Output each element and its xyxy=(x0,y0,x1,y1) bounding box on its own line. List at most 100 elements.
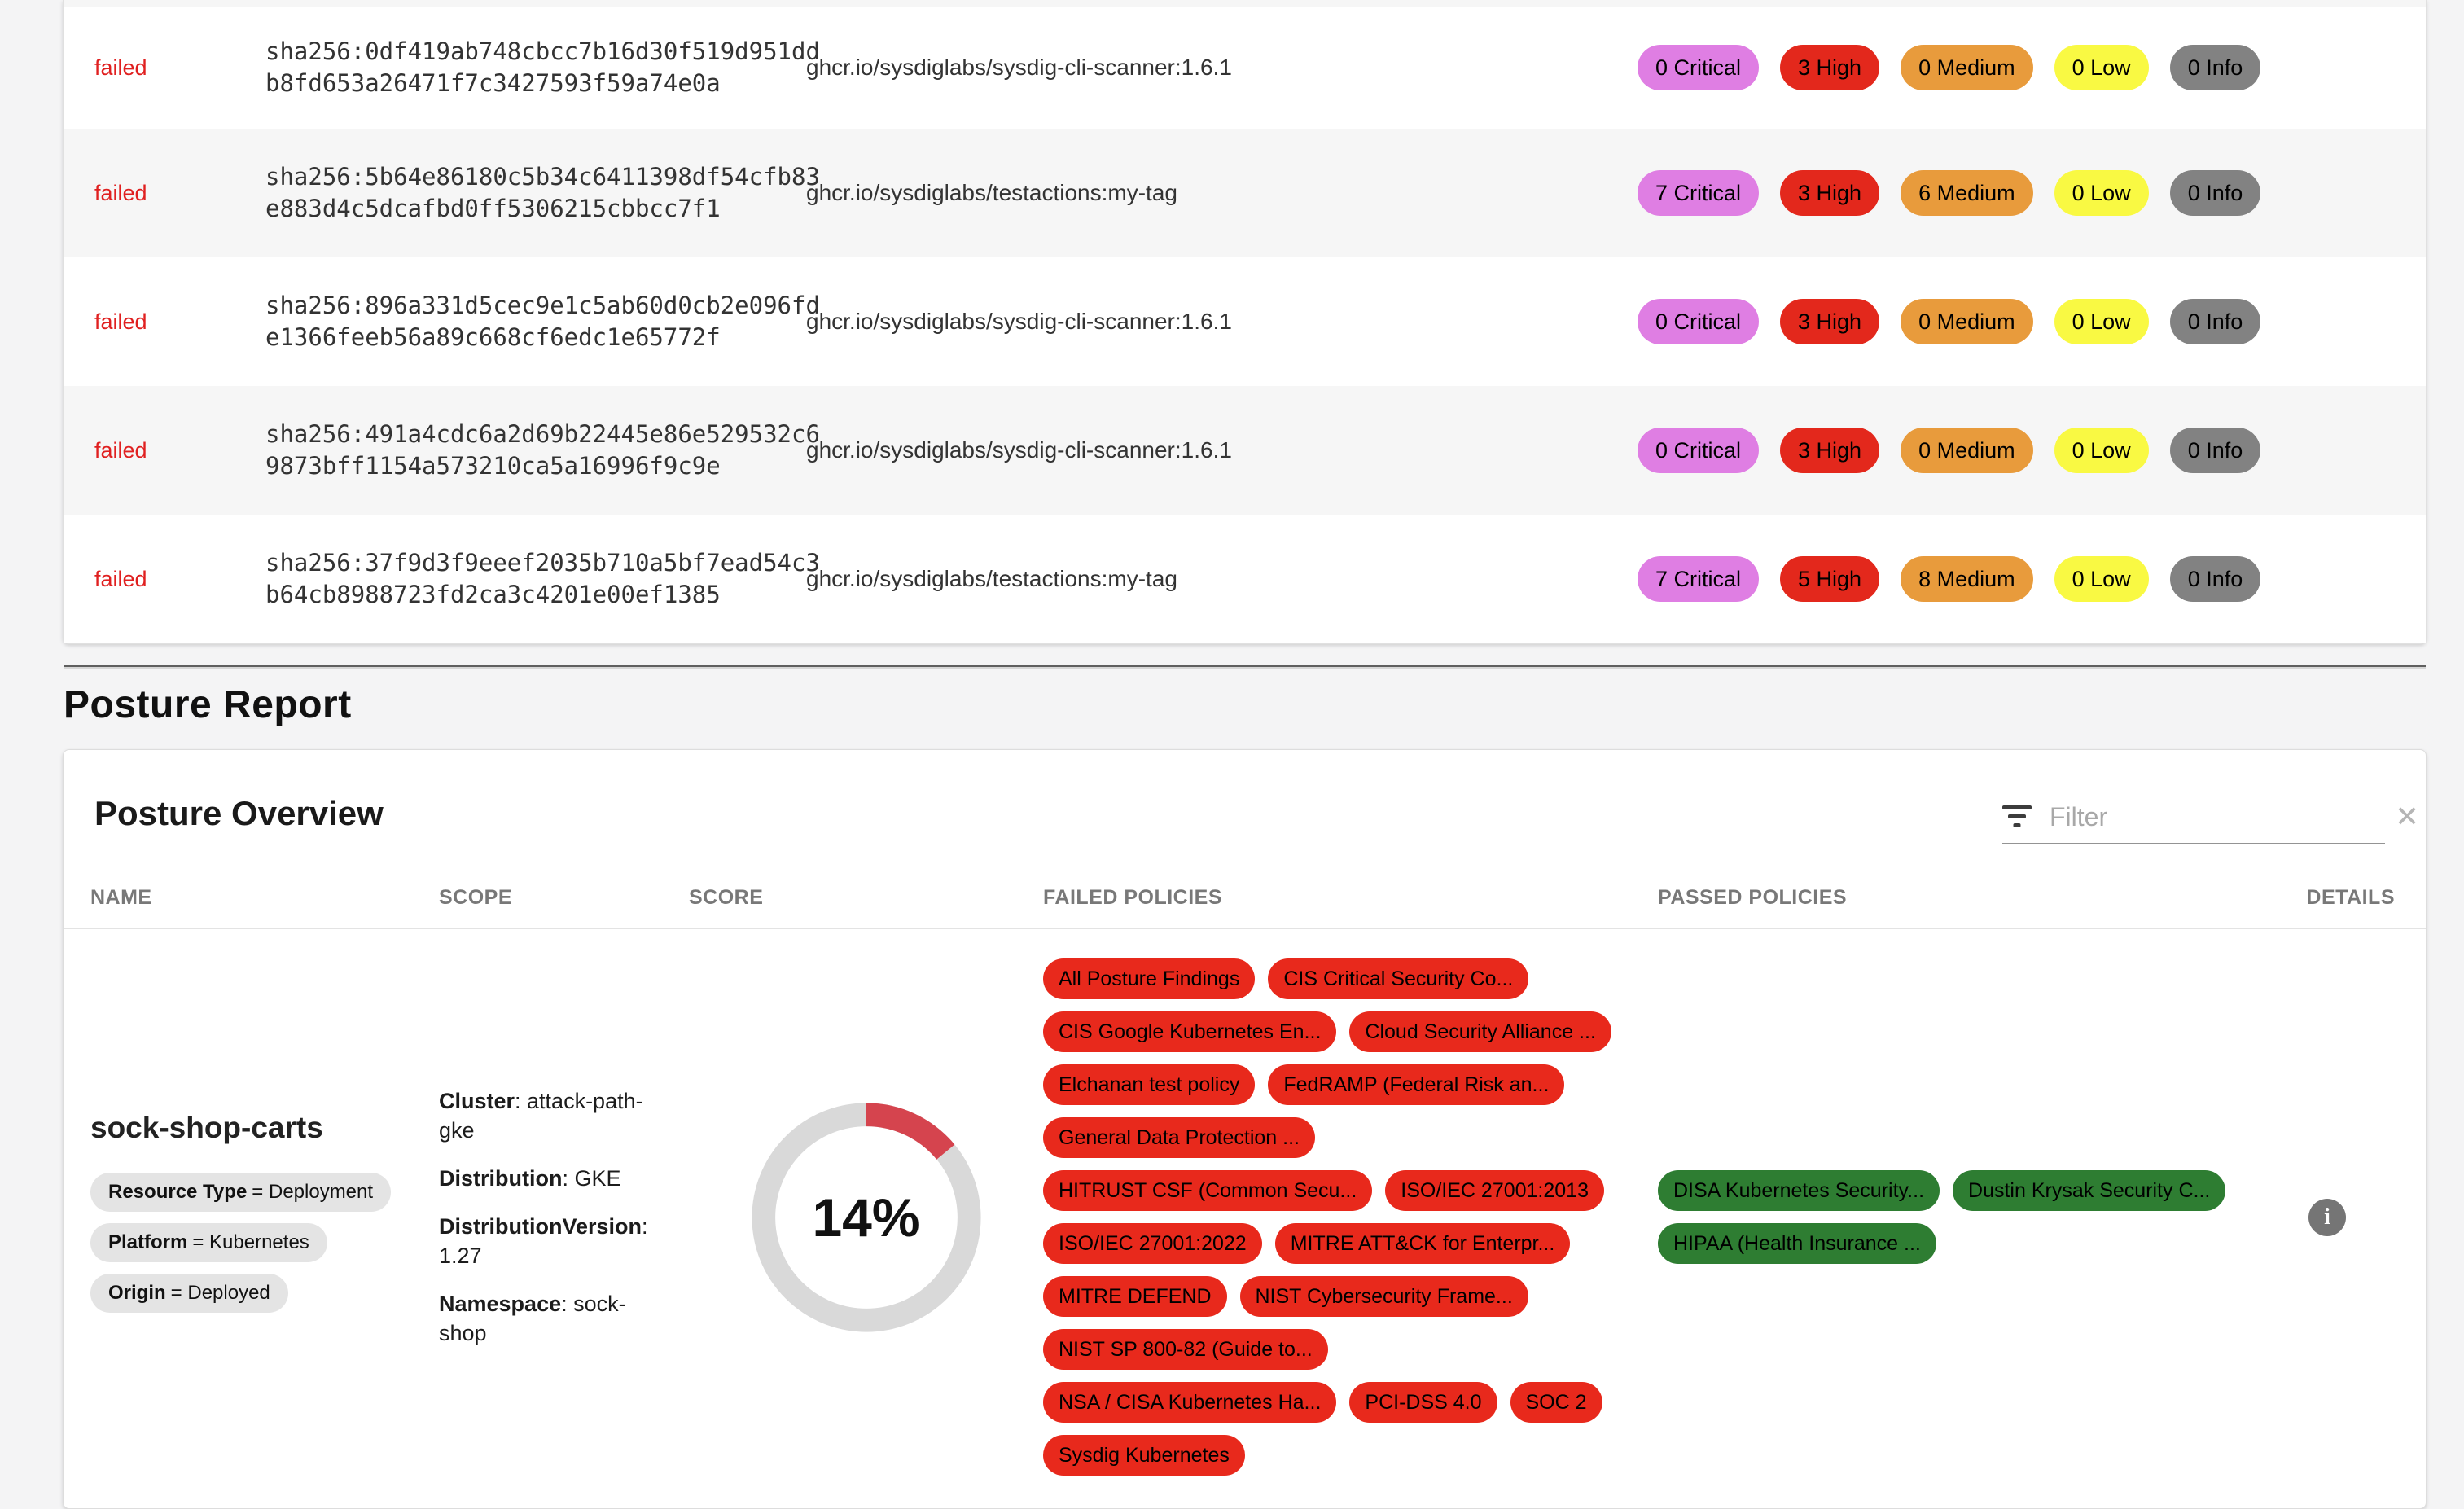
scope-entry: DistributionVersion: 1.27 xyxy=(439,1214,648,1268)
filter-field[interactable]: ✕ xyxy=(2002,791,2419,844)
passed-policy-chip: Dustin Krysak Security C... xyxy=(1953,1170,2226,1211)
scan-results-table: failed sha256:0df419ab748cbcc7b16d30f519d… xyxy=(63,0,2427,644)
scan-row-partial xyxy=(64,0,2426,7)
failed-policy-chip: NIST SP 800-82 (Guide to... xyxy=(1043,1329,1328,1370)
scan-result-row: failed sha256:896a331d5cec9e1c5ab60d0cb2e… xyxy=(64,257,2426,386)
column-header-score: SCORE xyxy=(689,885,764,909)
filter-funnel-icon xyxy=(2002,804,2032,830)
severity-badge-critical: 0 Critical xyxy=(1638,428,1760,473)
severity-badge-low: 0 Low xyxy=(2054,556,2149,602)
severity-badge-critical: 0 Critical xyxy=(1638,299,1760,344)
scan-result-row: failed sha256:5b64e86180c5b34c6411398df54… xyxy=(64,129,2426,257)
failed-policy-chip: MITRE ATT&CK for Enterpr... xyxy=(1274,1223,1571,1264)
scope-entry: Namespace: sock-shop xyxy=(439,1292,626,1345)
severity-badge-high: 3 High xyxy=(1780,299,1880,344)
severity-badges: 0 Critical 3 High 0 Medium 0 Low 0 Info xyxy=(1638,428,2426,473)
severity-badge-low: 0 Low xyxy=(2054,170,2149,216)
image-digest: sha256:37f9d3f9eeef2035b710a5bf7ead54c3 … xyxy=(265,549,820,608)
severity-badge-critical: 7 Critical xyxy=(1638,556,1760,602)
scan-status-text: failed xyxy=(94,437,147,463)
score-donut-svg xyxy=(751,1102,981,1332)
scope-entry: Distribution: GKE xyxy=(439,1166,621,1191)
posture-report-heading: Posture Report xyxy=(64,683,352,726)
severity-badge-critical: 0 Critical xyxy=(1638,45,1760,90)
severity-badges: 0 Critical 3 High 0 Medium 0 Low 0 Info xyxy=(1638,45,2426,90)
name-label-chip-row: Platform = Kubernetes xyxy=(90,1222,439,1274)
failed-policy-chip: HITRUST CSF (Common Secu... xyxy=(1043,1170,1373,1211)
failed-policy-chip: Elchanan test policy xyxy=(1043,1064,1256,1105)
score-donut-chart: 14% xyxy=(742,1093,991,1342)
scope-entry: Cluster: attack-path-gke xyxy=(439,1089,643,1143)
severity-badges: 0 Critical 3 High 0 Medium 0 Low 0 Info xyxy=(1638,299,2426,344)
severity-badges: 7 Critical 5 High 8 Medium 0 Low 0 Info xyxy=(1638,556,2426,602)
image-name: ghcr.io/sysdiglabs/testactions:my-tag xyxy=(806,566,1177,591)
scan-status-text: failed xyxy=(94,55,147,80)
image-name: ghcr.io/sysdiglabs/sysdig-cli-scanner:1.… xyxy=(806,437,1232,463)
failed-policy-chip: CIS Critical Security Co... xyxy=(1268,958,1529,999)
failed-policy-chip: SOC 2 xyxy=(1510,1382,1602,1423)
name-label-chip-row: Origin = Deployed xyxy=(90,1273,439,1324)
filter-input[interactable] xyxy=(2050,801,2392,832)
score-percent-label: 14% xyxy=(812,1187,920,1248)
failed-policy-chip: General Data Protection ... xyxy=(1043,1117,1315,1158)
failed-policy-chip: NSA / CISA Kubernetes Ha... xyxy=(1043,1382,1337,1423)
posture-table-header: NAME SCOPE SCORE FAILED POLICIES PASSED … xyxy=(64,866,2426,929)
column-header-failed: FAILED POLICIES xyxy=(1043,885,1223,909)
details-cell: i xyxy=(2301,1198,2395,1236)
failed-policy-chip: Sysdig Kubernetes xyxy=(1043,1435,1245,1476)
severity-badge-info: 0 Info xyxy=(2169,45,2261,90)
image-name: ghcr.io/sysdiglabs/sysdig-cli-scanner:1.… xyxy=(806,309,1232,334)
failed-policy-chip: CIS Google Kubernetes En... xyxy=(1043,1011,1337,1052)
severity-badge-medium: 0 Medium xyxy=(1901,428,2033,473)
scan-status-text: failed xyxy=(94,566,147,591)
severity-badge-low: 0 Low xyxy=(2054,45,2149,90)
severity-badge-high: 3 High xyxy=(1780,45,1880,90)
column-header-passed: PASSED POLICIES xyxy=(1658,885,1848,909)
resource-label-chip: Resource Type = Deployment xyxy=(90,1172,392,1212)
resource-label-chip: Origin = Deployed xyxy=(90,1273,288,1313)
failed-policy-chip: NIST Cybersecurity Frame... xyxy=(1239,1276,1528,1317)
severity-badge-medium: 6 Medium xyxy=(1901,170,2033,216)
failed-policy-chip: ISO/IEC 27001:2022 xyxy=(1043,1223,1262,1264)
resource-name: sock-shop-carts xyxy=(90,1110,323,1144)
failed-policies-cell: All Posture Findings CIS Critical Securit… xyxy=(1043,958,1658,1476)
failed-policy-chip: FedRAMP (Federal Risk an... xyxy=(1268,1064,1565,1105)
severity-badge-high: 5 High xyxy=(1780,556,1880,602)
name-cell: sock-shop-carts Resource Type = Deploymen… xyxy=(90,1111,439,1324)
details-info-icon[interactable]: i xyxy=(2308,1198,2346,1236)
posture-overview-heading: Posture Overview xyxy=(94,794,384,832)
scan-result-row: failed sha256:0df419ab748cbcc7b16d30f519d… xyxy=(64,7,2426,129)
severity-badge-medium: 0 Medium xyxy=(1901,45,2033,90)
scan-status-text: failed xyxy=(94,309,147,334)
image-digest: sha256:5b64e86180c5b34c6411398df54cfb83 … xyxy=(265,163,820,222)
severity-badge-high: 3 High xyxy=(1780,170,1880,216)
severity-badges: 7 Critical 3 High 6 Medium 0 Low 0 Info xyxy=(1638,170,2426,216)
passed-policy-chip: HIPAA (Health Insurance ... xyxy=(1658,1223,1936,1264)
severity-badge-info: 0 Info xyxy=(2169,556,2261,602)
posture-overview-card: Posture Overview ✕ NAME SCOPE SCORE FAIL… xyxy=(63,749,2427,1509)
image-digest: sha256:896a331d5cec9e1c5ab60d0cb2e096fd … xyxy=(265,292,820,351)
column-header-details: DETAILS xyxy=(2306,885,2395,909)
posture-card-header: Posture Overview ✕ xyxy=(64,750,2426,866)
scan-result-row: failed sha256:491a4cdc6a2d69b22445e86e529… xyxy=(64,386,2426,515)
filter-clear-icon[interactable]: ✕ xyxy=(2392,802,2422,831)
severity-badge-high: 3 High xyxy=(1780,428,1880,473)
failed-policy-chip: Cloud Security Alliance ... xyxy=(1349,1011,1611,1052)
image-name: ghcr.io/sysdiglabs/sysdig-cli-scanner:1.… xyxy=(806,55,1232,80)
severity-badge-critical: 7 Critical xyxy=(1638,170,1760,216)
failed-policy-chip: PCI-DSS 4.0 xyxy=(1349,1382,1497,1423)
severity-badge-info: 0 Info xyxy=(2169,299,2261,344)
severity-badge-low: 0 Low xyxy=(2054,428,2149,473)
failed-policy-chip: All Posture Findings xyxy=(1043,958,1256,999)
severity-badge-medium: 0 Medium xyxy=(1901,299,2033,344)
failed-policy-chip: MITRE DEFEND xyxy=(1043,1276,1227,1317)
column-header-name: NAME xyxy=(90,885,152,909)
severity-badge-medium: 8 Medium xyxy=(1901,556,2033,602)
image-digest: sha256:0df419ab748cbcc7b16d30f519d951dd … xyxy=(265,37,820,97)
severity-badge-info: 0 Info xyxy=(2169,428,2261,473)
scan-status-text: failed xyxy=(94,180,147,205)
failed-policy-chip: ISO/IEC 27001:2013 xyxy=(1385,1170,1604,1211)
passed-policy-chip: DISA Kubernetes Security... xyxy=(1658,1170,1940,1211)
passed-policies-cell: DISA Kubernetes Security... Dustin Krysak… xyxy=(1658,1170,2301,1264)
name-label-chip-row: Resource Type = Deployment xyxy=(90,1172,439,1223)
